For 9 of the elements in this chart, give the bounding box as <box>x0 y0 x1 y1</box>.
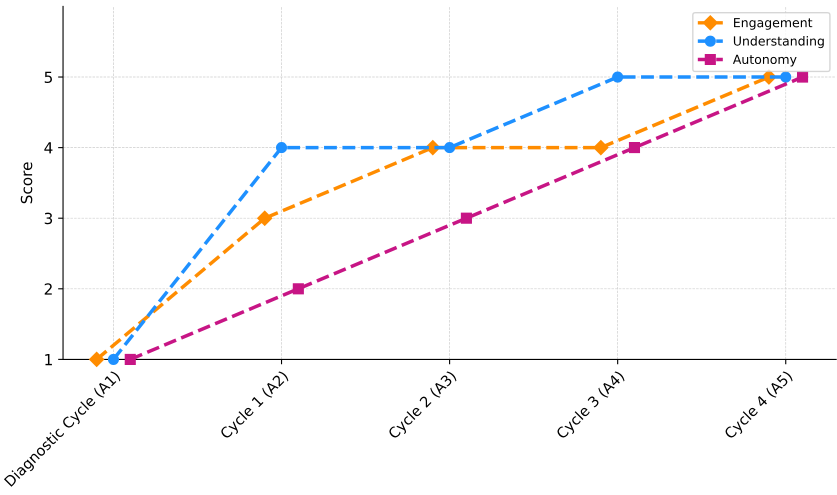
y-axis-title: Score <box>20 162 32 204</box>
legend-label: Understanding <box>734 36 824 48</box>
legend-label: Autonomy <box>732 54 797 66</box>
y-tick-label: 2 <box>44 283 52 295</box>
y-tick-label: 3 <box>44 212 52 224</box>
y-tick-label: 5 <box>44 72 52 84</box>
legend-label: Engagement <box>734 18 812 30</box>
y-tick-label: 4 <box>44 142 52 154</box>
y-tick-label: 1 <box>45 354 52 366</box>
